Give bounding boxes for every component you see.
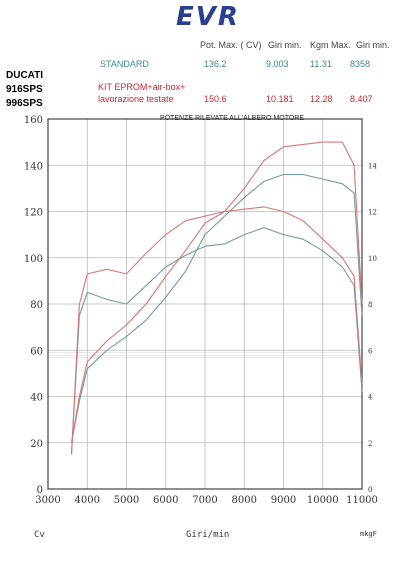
x-tick-label: 6000	[153, 495, 178, 506]
x-tick-label: 4000	[75, 495, 100, 506]
kit-pot: 150.6	[204, 94, 227, 104]
y2-tick-label: 2	[368, 440, 372, 448]
y2-tick-label: 12	[368, 209, 377, 217]
standard-giri1: 9.003	[266, 59, 289, 69]
x-tick-label: 8000	[232, 495, 257, 506]
standard-kgm: 11.31	[310, 59, 332, 69]
kit-label-1: KIT EPROM+air-box+	[98, 82, 186, 92]
bike-model-996: 996SPS	[6, 98, 43, 109]
y-tick-label: 160	[24, 115, 43, 126]
power-curve-standard	[70, 173, 363, 443]
footer-giri: Giri/min	[186, 530, 230, 540]
x-tick-label: 3000	[35, 495, 60, 506]
footer-mkgf: mkgF	[360, 530, 377, 538]
y-tick-label: 80	[30, 300, 43, 311]
bike-brand: DUCATI	[6, 70, 44, 81]
torque-curve-standard	[70, 227, 363, 455]
x-tick-label: 9000	[271, 495, 296, 506]
x-tick-label: 10000	[307, 495, 339, 506]
evr-logo: EVR	[176, 2, 240, 32]
y-tick-label: 0	[37, 485, 43, 496]
kit-giri2: 8.407	[350, 94, 373, 104]
torque-curve-kit	[70, 206, 363, 455]
standard-pot: 136.2	[204, 59, 227, 69]
y2-tick-label: 14	[368, 162, 377, 170]
kit-label-2: lavorazione testate	[98, 94, 174, 104]
header-giri-min-1: Giri min.	[268, 40, 302, 50]
header-pot-max: Pot. Max. ( CV)	[200, 40, 262, 50]
y-tick-label: 40	[30, 393, 43, 404]
x-tick-label: 5000	[114, 495, 139, 506]
header-giri-min-2: Giri min.	[356, 40, 390, 50]
kit-kgm: 12.28	[310, 94, 333, 104]
y2-tick-label: 4	[368, 394, 373, 402]
footer-cv: Cv	[34, 530, 45, 540]
power-curve-kit	[70, 141, 363, 443]
y-tick-label: 100	[24, 254, 43, 265]
y2-tick-label: 6	[368, 347, 373, 355]
bike-model-916: 916SPS	[6, 84, 43, 95]
standard-giri2: 8358	[350, 59, 371, 69]
y2-tick-label: 8	[368, 301, 372, 309]
y-tick-label: 140	[24, 161, 43, 172]
kit-giri1: 10.181	[266, 94, 294, 104]
header-kgm-max: Kgm Max.	[310, 40, 351, 50]
y-tick-label: 60	[30, 346, 43, 357]
x-tick-label: 11000	[346, 495, 378, 506]
x-tick-label: 7000	[192, 495, 217, 506]
y2-tick-label: 0	[368, 486, 372, 494]
y-tick-label: 20	[30, 439, 43, 450]
standard-label: STANDARD	[100, 59, 149, 69]
y-tick-label: 120	[24, 208, 43, 219]
y2-tick-label: 10	[368, 255, 377, 263]
